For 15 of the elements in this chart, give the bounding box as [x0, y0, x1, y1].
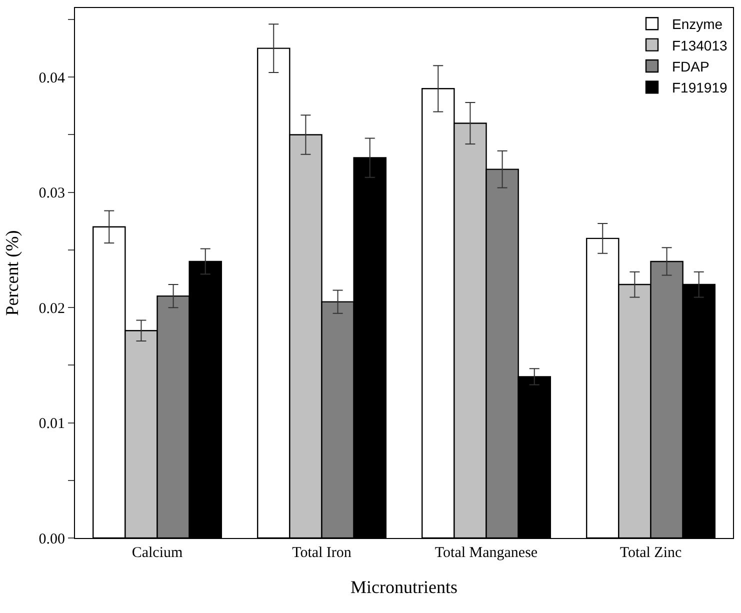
x-tick-label: Total Zinc: [620, 545, 682, 561]
legend-label: F134013: [672, 37, 728, 54]
x-tick-label: Calcium: [132, 545, 183, 561]
y-tick-label: 0.04: [38, 70, 66, 86]
y-tick-label: 0.01: [38, 416, 65, 432]
x-tick-label: Total Manganese: [434, 545, 538, 561]
y-tick-label: 0.02: [38, 300, 65, 317]
y-tick-label: 0.03: [38, 186, 65, 202]
y-axis-title: Percent (%): [2, 230, 22, 316]
legend-label: Enzyme: [672, 16, 723, 32]
x-tick-label: Total Iron: [292, 545, 352, 561]
x-axis-title: Micronutrients: [350, 577, 458, 598]
legend-label: FDAP: [672, 58, 710, 74]
legend-label: F191919: [672, 80, 728, 96]
y-tick-label: 0.00: [38, 531, 65, 548]
